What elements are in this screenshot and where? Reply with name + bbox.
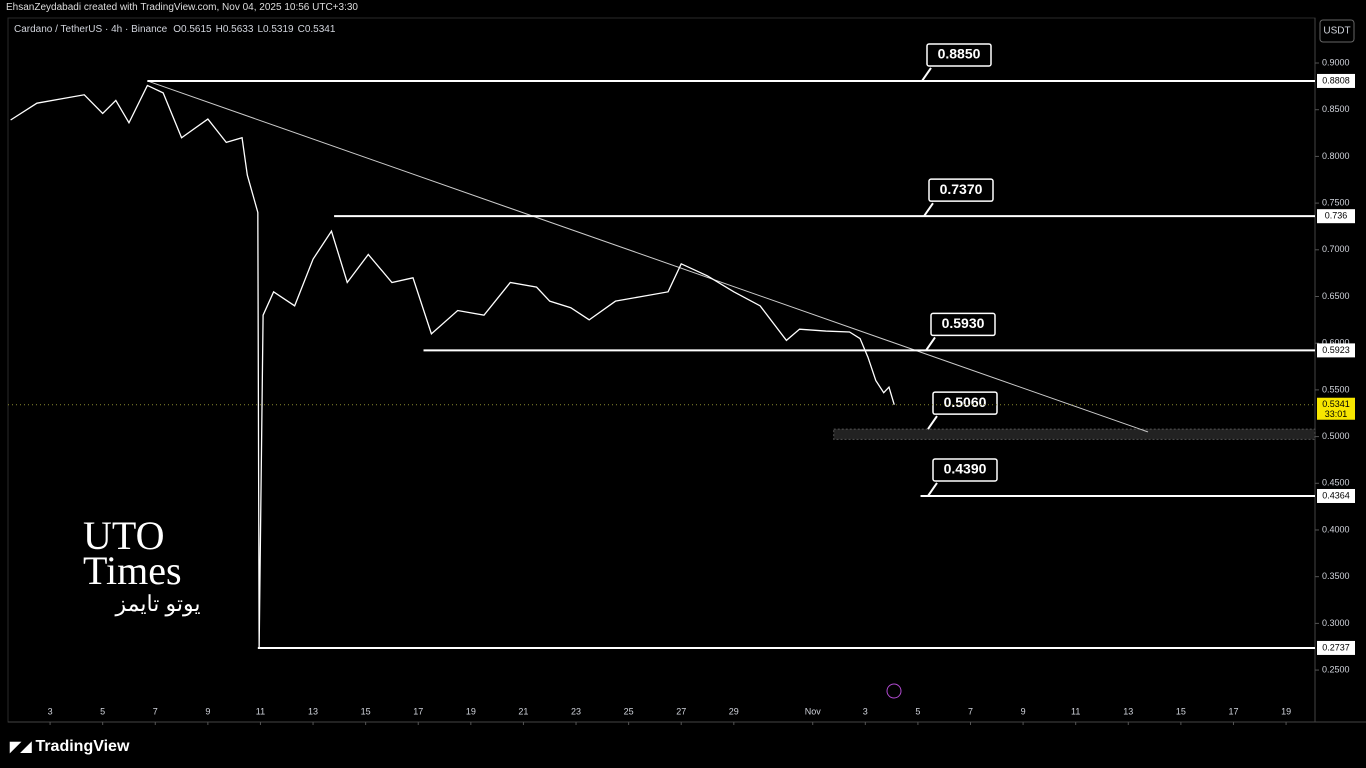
note-pointer [925, 336, 936, 351]
x-tick-label: 15 [1176, 706, 1186, 716]
countdown: 33:01 [1325, 409, 1348, 419]
y-tick-label: 0.7500 [1322, 197, 1350, 207]
support-zone [833, 428, 1316, 440]
author-line: EhsanZeydabadi created with TradingView.… [6, 2, 358, 13]
ohlc-key: O [173, 24, 181, 35]
x-tick-label: 3 [863, 706, 868, 716]
price-tag [1317, 343, 1355, 358]
price-tag [1317, 640, 1355, 655]
ohlc-key: H [216, 24, 223, 35]
y-tick-label: 0.8500 [1322, 104, 1350, 114]
x-tick-label: 11 [1071, 706, 1080, 716]
brand: ◤◢ TradingView [10, 738, 130, 755]
price-tag-label: 0.736 [1325, 211, 1348, 221]
ohlc-value: 0.5615 [181, 24, 212, 35]
x-tick-label: 7 [153, 706, 158, 716]
symbol: Cardano / TetherUS · 4h · Binance [14, 24, 168, 35]
price-tag-label: 0.4364 [1322, 490, 1350, 500]
y-tick-label: 0.9000 [1322, 57, 1350, 67]
y-tick-label: 0.7000 [1322, 244, 1350, 254]
x-tick-label: 5 [915, 706, 920, 716]
price-tag-label: 0.8808 [1322, 75, 1350, 85]
note-label: 0.8850 [938, 46, 981, 62]
last-price-tag [1317, 397, 1355, 420]
y-tick-label: 0.4500 [1322, 478, 1350, 488]
price-tag [1317, 73, 1355, 88]
ohlc-value: 0.5633 [223, 24, 254, 35]
x-tick-label: 17 [413, 706, 423, 716]
note-box [928, 178, 994, 202]
x-tick-label: 7 [968, 706, 973, 716]
ohlc-key: C [298, 24, 305, 35]
x-tick-label: 25 [624, 706, 634, 716]
x-tick-label: 21 [518, 706, 528, 716]
note-box [932, 391, 998, 415]
x-tick-label: 11 [256, 706, 265, 716]
y-tick-label: 0.5500 [1322, 384, 1350, 394]
chart-title: Cardano / TetherUS · 4h · Binance O0.5615… [14, 24, 336, 35]
x-tick-label: 23 [571, 706, 581, 716]
watermark: یوتو تایمز [115, 591, 201, 617]
price-tag [1317, 488, 1355, 503]
x-tick-label: 13 [308, 706, 318, 716]
plot-frame [7, 17, 1316, 723]
price-tag [1317, 209, 1355, 224]
x-tick-label: 27 [676, 706, 686, 716]
note-pointer [927, 482, 938, 497]
price-line [10, 84, 895, 648]
price-tag-label: 0.2737 [1322, 642, 1350, 652]
y-tick-label: 0.8000 [1322, 151, 1350, 161]
note-label: 0.4390 [944, 461, 987, 477]
x-tick-label: 3 [48, 706, 53, 716]
y-tick-label: 0.3000 [1322, 618, 1350, 628]
note-box [930, 312, 996, 337]
note-box [932, 458, 998, 482]
note-label: 0.5930 [942, 315, 985, 331]
y-tick-label: 0.2500 [1322, 664, 1350, 674]
note-label: 0.5060 [944, 394, 987, 410]
x-tick-label: 19 [1281, 706, 1291, 716]
currency-box [1319, 19, 1355, 43]
x-tick-label: 9 [205, 706, 210, 716]
x-tick-label: 13 [1123, 706, 1133, 716]
y-tick-label: 0.5000 [1322, 431, 1350, 441]
brand-name: TradingView [35, 738, 130, 755]
ohlc-value: 0.5341 [305, 24, 336, 35]
note-pointer [927, 415, 938, 430]
note-pointer [921, 67, 932, 82]
note-label: 0.7370 [940, 181, 983, 197]
x-tick-label: Nov [805, 706, 822, 716]
x-tick-label: 17 [1228, 706, 1238, 716]
y-tick-label: 0.3500 [1322, 571, 1350, 581]
event-icon[interactable] [886, 683, 902, 699]
x-tick-label: 19 [466, 706, 476, 716]
currency: USDT [1323, 26, 1350, 37]
price-tag-label: 0.5923 [1322, 345, 1350, 355]
y-tick-label: 0.4000 [1322, 524, 1350, 534]
note-box [926, 43, 992, 67]
x-tick-label: 9 [1021, 706, 1026, 716]
x-tick-label: 15 [361, 706, 371, 716]
y-tick-label: 0.6000 [1322, 338, 1350, 348]
watermark: Times [83, 548, 182, 593]
x-tick-label: 5 [100, 706, 105, 716]
watermark: UTO [83, 513, 164, 558]
note-pointer [923, 202, 934, 217]
ohlc-value: 0.5319 [263, 24, 294, 35]
trendline [147, 80, 1149, 433]
ohlc-key: L [257, 24, 263, 35]
last-price-label: 0.5341 [1322, 399, 1350, 409]
x-tick-label: 29 [729, 706, 739, 716]
y-tick-label: 0.6500 [1322, 291, 1350, 301]
